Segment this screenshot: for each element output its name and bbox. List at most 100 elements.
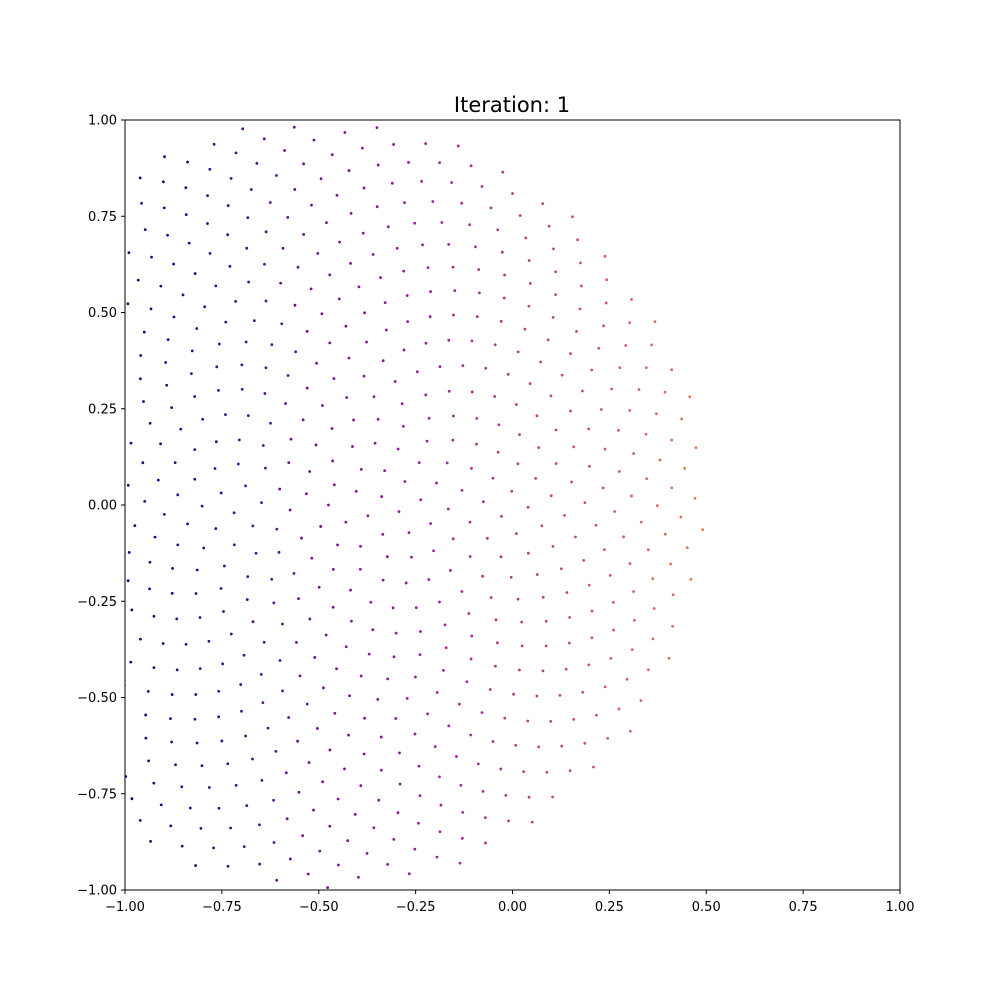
scatter-point — [234, 151, 238, 155]
scatter-point — [56, 589, 59, 592]
scatter-point — [523, 327, 527, 331]
scatter-point — [537, 446, 541, 450]
scatter-point — [398, 751, 401, 755]
scatter-point — [500, 250, 504, 254]
scatter-point — [217, 689, 221, 693]
scatter-point — [90, 375, 93, 378]
scatter-point — [639, 699, 643, 702]
scatter-point — [136, 278, 140, 282]
scatter-point — [109, 538, 112, 541]
scatter-point — [224, 413, 227, 416]
scatter-point — [446, 507, 450, 511]
scatter-point — [202, 546, 206, 550]
scatter-point — [127, 251, 131, 255]
scatter-point — [277, 550, 281, 554]
scatter-point — [0, 293, 3, 296]
scatter-point — [500, 514, 503, 518]
scatter-point — [527, 795, 531, 799]
scatter-point — [417, 821, 420, 825]
scatter-point — [541, 669, 545, 673]
scatter-point — [377, 798, 381, 802]
scatter-point — [671, 593, 675, 597]
scatter-point — [539, 360, 542, 364]
scatter-point — [407, 872, 411, 876]
scatter-point — [0, 586, 1, 589]
scatter-point — [670, 438, 674, 442]
scatter-point — [58, 252, 61, 255]
scatter-point — [605, 278, 609, 282]
scatter-point — [22, 285, 25, 288]
scatter-point — [193, 717, 197, 721]
scatter-point — [445, 461, 449, 465]
scatter-point — [161, 180, 165, 184]
scatter-point — [383, 301, 387, 305]
scatter-point — [226, 762, 230, 766]
scatter-point — [493, 395, 497, 398]
scatter-point — [241, 127, 245, 131]
scatter-point — [429, 522, 432, 525]
scatter-point — [78, 503, 81, 506]
scatter-point — [392, 838, 396, 841]
scatter-point — [217, 342, 221, 346]
scatter-point — [313, 656, 317, 659]
scatter-point — [563, 513, 566, 517]
scatter-point — [572, 445, 576, 449]
scatter-point — [26, 589, 29, 592]
scatter-point — [351, 445, 354, 448]
scatter-point — [180, 785, 184, 789]
scatter-point — [107, 652, 110, 655]
scatter-point — [603, 685, 607, 689]
scatter-point — [18, 696, 21, 699]
scatter-point — [343, 767, 346, 771]
scatter-point — [143, 228, 147, 232]
scatter-point — [469, 733, 473, 737]
scatter-point — [453, 289, 457, 293]
scatter-point — [349, 588, 352, 592]
scatter-point — [603, 447, 607, 451]
scatter-point — [551, 316, 555, 319]
scatter-point — [535, 694, 539, 698]
scatter-point — [17, 719, 20, 722]
scatter-point — [297, 790, 301, 794]
scatter-point — [688, 395, 692, 399]
scatter-point — [361, 231, 365, 235]
scatter-point — [249, 188, 253, 191]
scatter-point — [165, 383, 169, 387]
scatter-point — [655, 504, 659, 508]
scatter-point — [694, 446, 698, 450]
scatter-point — [503, 273, 506, 277]
scatter-point — [190, 372, 193, 376]
scatter-point — [307, 761, 311, 764]
scatter-point — [415, 370, 419, 374]
scatter-point — [401, 425, 405, 428]
scatter-point — [503, 716, 507, 720]
scatter-point — [611, 600, 615, 604]
scatter-point — [497, 423, 501, 427]
scatter-point — [10, 567, 13, 570]
scatter-point — [222, 564, 226, 568]
scatter-point — [403, 201, 406, 205]
scatter-point — [287, 461, 291, 464]
scatter-point — [514, 403, 518, 406]
scatter-point — [444, 646, 448, 650]
scatter-point — [549, 394, 553, 398]
scatter-point — [67, 404, 70, 407]
scatter-point — [386, 677, 390, 681]
scatter-point — [246, 414, 250, 418]
scatter-point — [36, 471, 39, 474]
scatter-point — [419, 630, 422, 633]
scatter-point — [392, 143, 395, 146]
scatter-point — [45, 279, 48, 282]
scatter-point — [447, 724, 451, 728]
scatter-point — [162, 513, 166, 516]
scatter-point — [208, 167, 212, 171]
scatter-point — [360, 146, 364, 150]
scatter-point — [184, 186, 188, 190]
scatter-point — [407, 160, 410, 164]
scatter-point — [242, 653, 246, 657]
scatter-point — [467, 612, 471, 615]
scatter-point — [632, 452, 636, 455]
scatter-point — [655, 412, 658, 416]
scatter-point — [366, 514, 370, 518]
scatter-point — [435, 481, 438, 485]
